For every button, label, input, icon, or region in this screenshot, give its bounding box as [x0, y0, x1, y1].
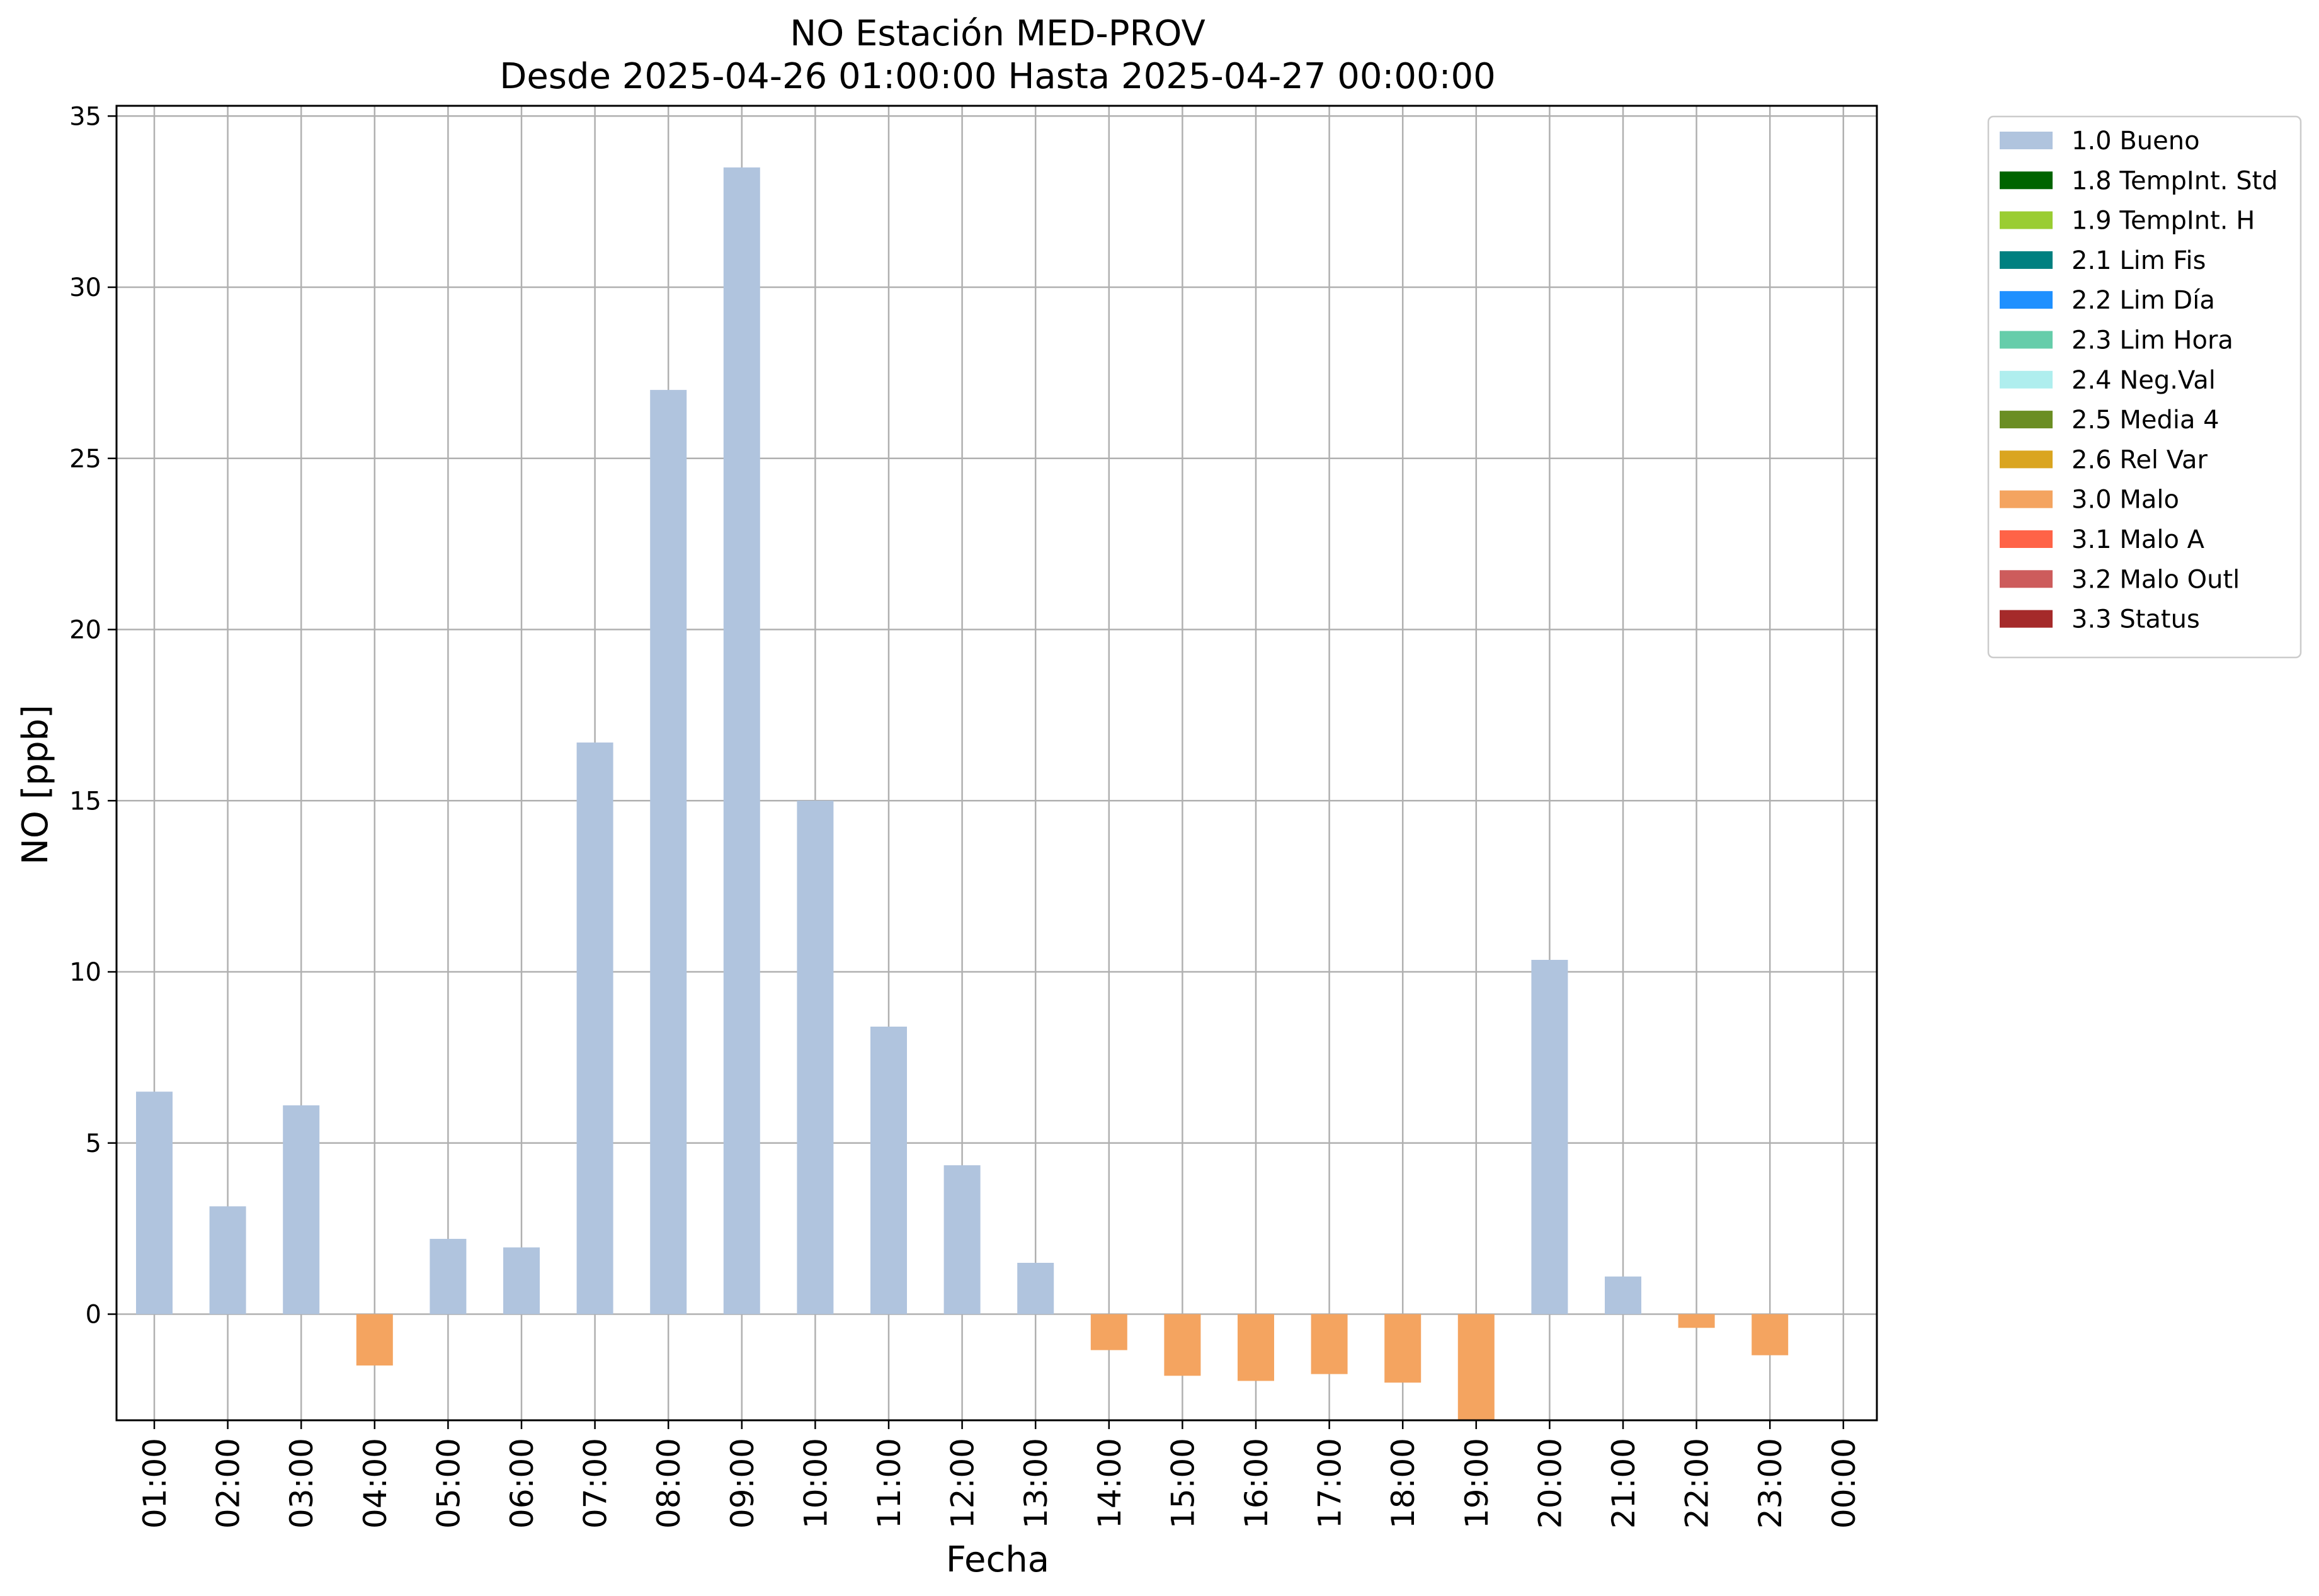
- bar-2300: [1752, 1314, 1789, 1355]
- x-tick-label: 21:00: [1605, 1438, 1642, 1529]
- legend-swatch: [2000, 370, 2053, 389]
- legend-swatch: [2000, 251, 2053, 269]
- bar-1900: [1457, 1314, 1495, 1420]
- legend-label: 2.4 Neg.Val: [2071, 366, 2216, 395]
- x-tick-label: 15:00: [1165, 1438, 1201, 1529]
- bar-1200: [943, 1165, 981, 1314]
- x-tick-label: 19:00: [1459, 1438, 1495, 1529]
- legend-swatch: [2000, 171, 2053, 190]
- x-tick-label: 17:00: [1312, 1438, 1348, 1529]
- legend-swatch: [2000, 291, 2053, 309]
- x-axis-label: Fecha: [946, 1539, 1049, 1580]
- bar-0700: [576, 742, 613, 1314]
- legend-swatch: [2000, 610, 2053, 628]
- chart-title: NO Estación MED-PROV: [790, 13, 1205, 54]
- legend-swatch: [2000, 490, 2053, 508]
- bar-0400: [356, 1314, 393, 1366]
- chart-subtitle: Desde 2025-04-26 01:00:00 Hasta 2025-04-…: [499, 56, 1496, 97]
- x-tick-label: 04:00: [357, 1438, 394, 1529]
- bar-0500: [430, 1238, 467, 1314]
- legend-label: 3.3 Status: [2071, 605, 2200, 634]
- bar-2000: [1531, 960, 1568, 1314]
- x-tick-label: 08:00: [651, 1438, 687, 1529]
- legend-box: [1987, 115, 2302, 659]
- x-tick-label: 14:00: [1091, 1438, 1128, 1529]
- x-tick-label: 16:00: [1238, 1438, 1275, 1529]
- x-tick-label: 20:00: [1532, 1438, 1568, 1529]
- x-tick-label: 18:00: [1385, 1438, 1422, 1529]
- legend: 1.0 Bueno 1.8 TempInt. Std 1.9 TempInt. H 2…: [1987, 115, 2302, 659]
- legend-label: 2.3 Lim Hora: [2071, 326, 2233, 355]
- y-tick-label: 15: [69, 787, 101, 816]
- x-tick-label: 23:00: [1752, 1438, 1789, 1529]
- x-tick-label: 00:00: [1826, 1438, 1862, 1529]
- legend-label: 2.5 Media 4: [2071, 406, 2219, 435]
- bar-2100: [1605, 1276, 1641, 1314]
- x-tick-label: 02:00: [210, 1438, 247, 1529]
- x-axis: 01:00 02:00 03:00 04:00 05:00 06:00 07:00 08:00…: [137, 1420, 1862, 1529]
- bar-1800: [1384, 1314, 1422, 1383]
- legend-label: 3.1 Malo A: [2071, 525, 2205, 554]
- bar-0800: [650, 390, 687, 1314]
- bar-0300: [283, 1105, 320, 1314]
- x-tick-label: 09:00: [724, 1438, 761, 1529]
- bar-1300: [1017, 1262, 1054, 1314]
- bar-1700: [1311, 1314, 1348, 1374]
- y-axis-label: NO [ppb]: [15, 705, 56, 865]
- bar-0600: [503, 1247, 540, 1314]
- legend-swatch: [2000, 411, 2053, 429]
- x-tick-label: 13:00: [1018, 1438, 1054, 1529]
- y-tick-label: 0: [86, 1301, 101, 1330]
- y-tick-label: 5: [86, 1129, 101, 1158]
- bar-1600: [1238, 1314, 1274, 1381]
- x-tick-label: 06:00: [504, 1438, 540, 1529]
- y-tick-label: 30: [69, 273, 101, 302]
- bar-1100: [870, 1026, 907, 1314]
- y-tick-label: 10: [69, 958, 101, 987]
- bar-0900: [723, 167, 760, 1314]
- bar-1000: [797, 801, 834, 1314]
- legend-swatch: [2000, 211, 2053, 229]
- bar-2200: [1678, 1314, 1715, 1328]
- x-tick-label: 12:00: [945, 1438, 981, 1529]
- grid: [117, 106, 1877, 1420]
- y-tick-label: 35: [69, 102, 101, 131]
- bar-0100: [136, 1092, 173, 1314]
- legend-label: 1.8 TempInt. Std: [2071, 166, 2278, 195]
- y-tick-label: 20: [69, 616, 101, 645]
- x-tick-label: 01:00: [137, 1438, 173, 1529]
- x-tick-label: 11:00: [871, 1438, 908, 1529]
- bar-1500: [1164, 1314, 1201, 1376]
- x-tick-label: 05:00: [430, 1438, 467, 1529]
- x-tick-label: 03:00: [283, 1438, 320, 1529]
- y-axis: 0 5 10 15 20 25 30 35: [69, 102, 117, 1330]
- legend-label: 2.1 Lim Fis: [2071, 246, 2206, 275]
- legend-swatch: [2000, 132, 2053, 149]
- plot-frame: [115, 105, 1878, 1422]
- legend-label: 1.9 TempInt. H: [2071, 207, 2255, 236]
- bar-1400: [1090, 1314, 1127, 1350]
- x-tick-label: 07:00: [578, 1438, 614, 1529]
- legend-swatch: [2000, 331, 2053, 349]
- legend-swatch: [2000, 570, 2053, 588]
- legend-label: 3.2 Malo Outl: [2071, 565, 2240, 594]
- bars: [136, 167, 1789, 1420]
- x-tick-label: 10:00: [797, 1438, 834, 1529]
- y-tick-label: 25: [69, 445, 101, 474]
- legend-label: 1.0 Bueno: [2071, 127, 2200, 156]
- legend-label: 3.0 Malo: [2071, 486, 2179, 515]
- bar-0200: [209, 1206, 246, 1314]
- legend-label: 2.6 Rel Var: [2071, 445, 2208, 474]
- x-tick-label: 22:00: [1679, 1438, 1716, 1529]
- legend-swatch: [2000, 530, 2053, 548]
- legend-label: 2.2 Lim Día: [2071, 286, 2215, 315]
- legend-swatch: [2000, 450, 2053, 469]
